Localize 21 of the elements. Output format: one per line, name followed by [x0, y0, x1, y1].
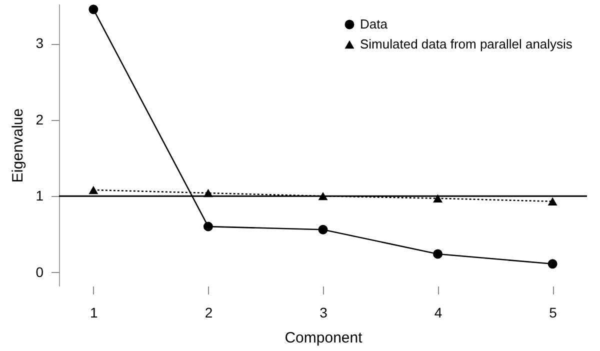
y-axis-title: Eigenvalue [10, 108, 27, 183]
x-axis-title: Component [284, 330, 364, 346]
point [433, 249, 443, 259]
point [203, 222, 213, 232]
point [548, 259, 558, 269]
legend-label: Data [360, 16, 388, 32]
point [88, 186, 98, 194]
legend-label: Simulated data from parallel analysis [360, 36, 573, 52]
x-tick-label: 3 [320, 304, 328, 320]
y-tick-label: 2 [36, 111, 44, 128]
x-tick-label: 4 [434, 304, 442, 320]
y-tick-label: 1 [36, 188, 44, 204]
point [88, 4, 98, 14]
point [433, 194, 443, 202]
x-tick-label: 2 [204, 304, 213, 320]
point [318, 224, 328, 234]
y-tick-label: 3 [36, 35, 44, 52]
point [548, 197, 558, 206]
x-tick-label: 1 [90, 304, 98, 320]
y-tick-label: 0 [36, 264, 44, 280]
x-tick-label: 5 [549, 304, 558, 320]
